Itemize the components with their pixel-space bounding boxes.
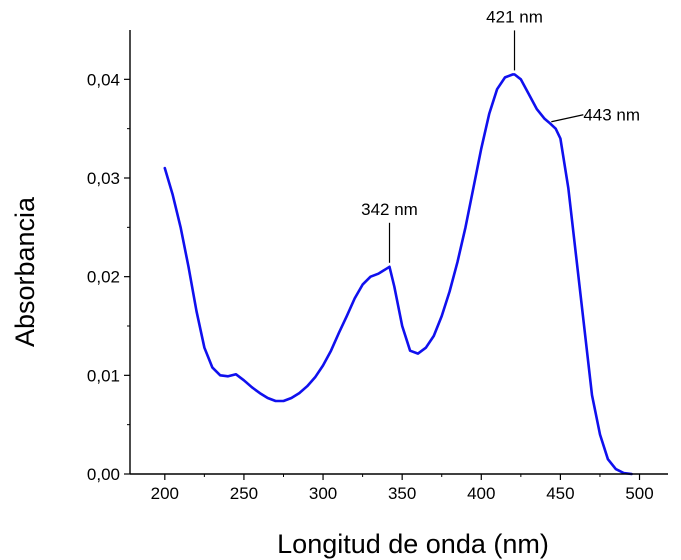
annotation-label: 421 nm xyxy=(486,7,543,26)
x-tick-label: 250 xyxy=(230,484,258,503)
x-tick-label: 450 xyxy=(546,484,574,503)
annotation-leader-line xyxy=(551,114,584,123)
x-tick-label: 500 xyxy=(625,484,653,503)
series-line-absorbance xyxy=(163,73,633,476)
y-tick-label: 0,00 xyxy=(87,465,120,484)
x-axis-title: Longitud de onda (nm) xyxy=(277,529,549,559)
annotation-label: 443 nm xyxy=(583,106,640,125)
x-axis: 200 250 300 350 400 450 500 Longitud de onda (… xyxy=(130,473,668,559)
x-tick-label: 300 xyxy=(309,484,337,503)
y-tick-label: 0,03 xyxy=(87,169,120,188)
annotation-label: 342 nm xyxy=(361,200,418,219)
y-tick-label: 0,04 xyxy=(87,70,120,89)
x-tick-label: 200 xyxy=(151,484,179,503)
y-axis-title: Absorbancia xyxy=(10,196,40,347)
y-tick-label: 0,01 xyxy=(87,366,120,385)
y-ticks: 0,00 0,01 0,02 0,03 0,04 xyxy=(87,70,130,484)
y-tick-label: 0,02 xyxy=(87,268,120,287)
plot-area xyxy=(163,73,633,476)
x-tick-label: 400 xyxy=(467,484,495,503)
y-axis: 0,00 0,01 0,02 0,03 0,04 Absorbancia xyxy=(10,30,131,484)
x-tick-label: 350 xyxy=(388,484,416,503)
x-ticks: 200 250 300 350 400 450 500 xyxy=(151,474,654,503)
peak-annotations: 342 nm 421 nm 443 nm xyxy=(361,7,640,263)
